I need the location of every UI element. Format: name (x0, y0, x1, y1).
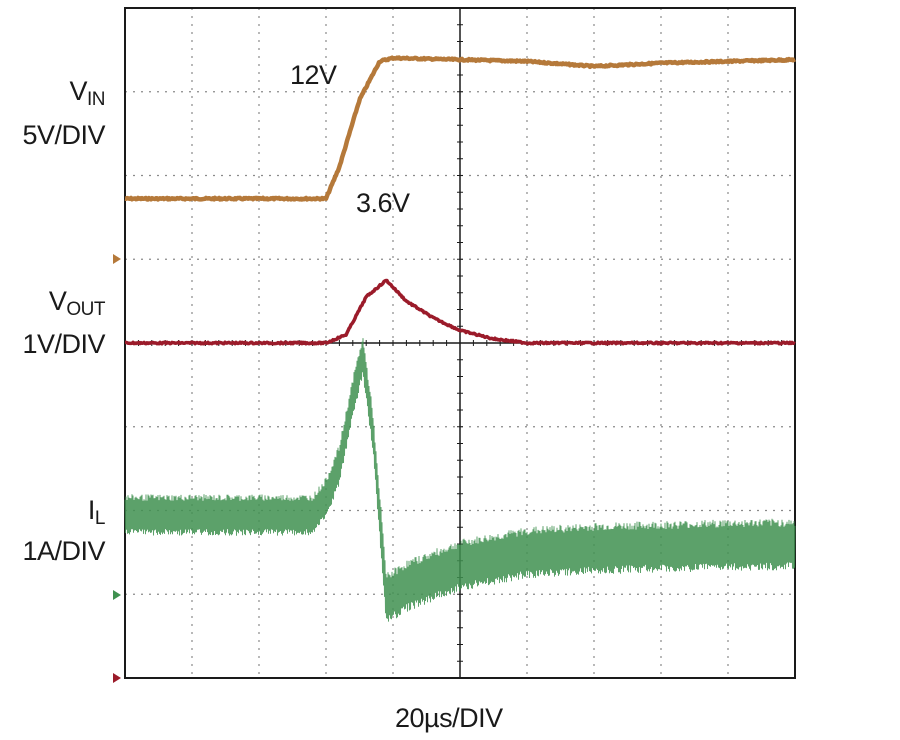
trace-vin (123, 55, 797, 202)
trace-path (123, 55, 797, 202)
il-ground-marker (113, 590, 121, 600)
vin-scale-label: 5V/DIV (22, 120, 105, 150)
trace-path (124, 278, 796, 346)
il-label: IL (87, 495, 106, 529)
vout-label: VOUT (48, 286, 106, 320)
vout-ground-marker (113, 673, 121, 683)
trace-path (124, 338, 796, 622)
il-scale-label: 1A/DIV (22, 536, 105, 566)
trace-vout (124, 278, 796, 346)
vin-label: VIN (69, 76, 105, 110)
timebase-label: 20µs/DIV (395, 703, 503, 733)
vin-ground-marker (113, 254, 121, 264)
trace-il (124, 338, 796, 622)
annotation-3-6v: 3.6V (356, 188, 410, 218)
channel-markers (113, 254, 121, 683)
traces (123, 55, 797, 622)
vout-scale-label: 1V/DIV (22, 329, 105, 359)
annotation-12v: 12V (290, 60, 337, 90)
